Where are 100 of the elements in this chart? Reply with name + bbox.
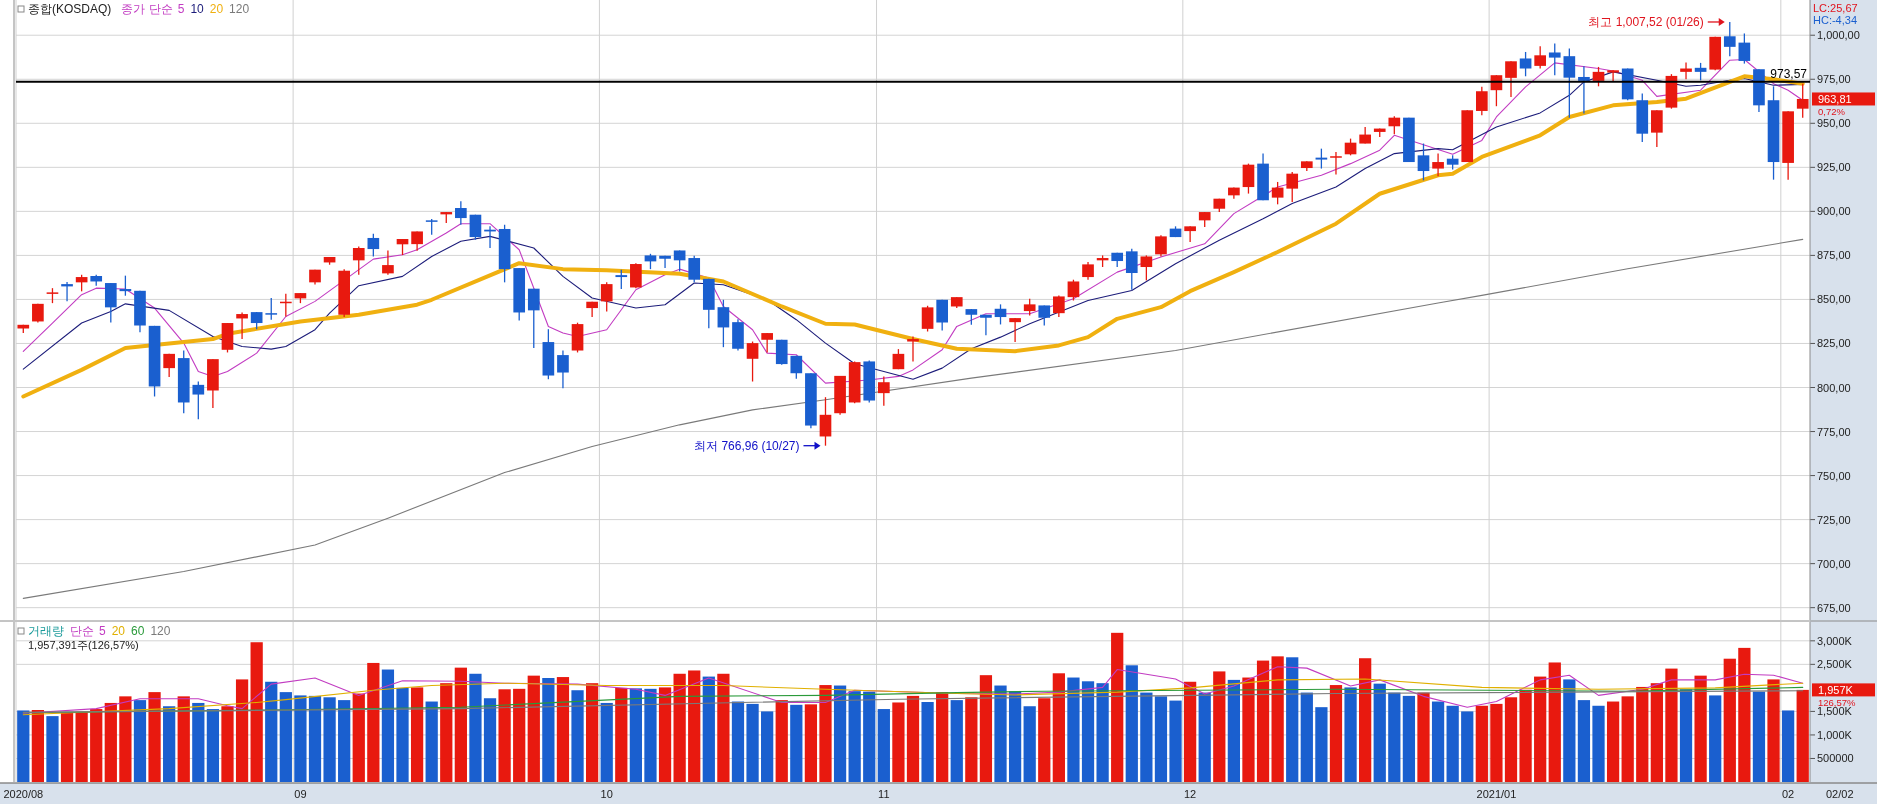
bar bbox=[177, 696, 190, 782]
text: 60 bbox=[131, 624, 145, 638]
bar bbox=[1752, 691, 1766, 782]
bar bbox=[1679, 689, 1693, 782]
y-tick-label: 500000 bbox=[1817, 752, 1854, 765]
bar bbox=[338, 700, 351, 782]
candlestick bbox=[994, 303, 1007, 326]
candlestick bbox=[1738, 32, 1751, 65]
candlestick bbox=[1286, 171, 1299, 203]
bar bbox=[1154, 696, 1168, 782]
candlestick bbox=[1534, 45, 1547, 70]
bar bbox=[1417, 692, 1430, 782]
y-tick-label: 3,000K bbox=[1817, 634, 1853, 647]
candlestick bbox=[746, 340, 759, 383]
bar bbox=[1548, 662, 1561, 782]
bar bbox=[1650, 683, 1663, 782]
bar bbox=[1621, 696, 1634, 782]
bar bbox=[1475, 705, 1488, 782]
bar bbox=[1446, 705, 1459, 782]
bar bbox=[717, 673, 730, 782]
bar bbox=[352, 693, 365, 782]
candlestick bbox=[1125, 248, 1138, 291]
candlestick bbox=[1242, 162, 1255, 195]
bar bbox=[1300, 692, 1313, 782]
bar bbox=[1373, 683, 1386, 782]
ref-line-label: 973,57 bbox=[1770, 66, 1808, 81]
bar bbox=[31, 710, 44, 782]
bar bbox=[1359, 658, 1372, 782]
candlestick bbox=[1155, 234, 1167, 258]
bar bbox=[250, 642, 263, 782]
bar bbox=[1388, 692, 1401, 782]
bar bbox=[1227, 679, 1240, 782]
candlestick bbox=[1271, 181, 1284, 205]
bar bbox=[1038, 698, 1051, 782]
bar bbox=[586, 683, 599, 782]
bar bbox=[1008, 691, 1022, 782]
bar bbox=[1519, 689, 1532, 782]
bar bbox=[1490, 703, 1503, 782]
candlestick bbox=[411, 230, 423, 252]
bar bbox=[1081, 681, 1095, 782]
candlestick bbox=[878, 375, 890, 407]
bar bbox=[513, 688, 526, 782]
bar bbox=[1329, 685, 1343, 782]
candlestick bbox=[921, 305, 934, 333]
bar bbox=[848, 691, 861, 782]
candlestick bbox=[1723, 21, 1736, 57]
bar bbox=[308, 695, 322, 782]
bar bbox=[1286, 657, 1299, 782]
bar bbox=[440, 683, 453, 782]
bar bbox=[469, 673, 482, 782]
bar bbox=[483, 698, 497, 782]
bar bbox=[790, 704, 803, 782]
bar bbox=[90, 709, 103, 782]
chart-title: 종합(KOSDAQ) bbox=[28, 2, 112, 16]
bar bbox=[60, 712, 74, 782]
bar bbox=[235, 679, 249, 782]
bar bbox=[192, 702, 205, 782]
text: 20 bbox=[209, 2, 224, 16]
y-tick-label: 1,000,00 bbox=[1817, 29, 1860, 42]
bar bbox=[1111, 632, 1124, 782]
bar bbox=[950, 700, 963, 782]
annotation: 최저 766,96 (10/27) bbox=[694, 438, 800, 453]
candlestick bbox=[1563, 47, 1576, 119]
candlestick bbox=[1519, 51, 1532, 77]
text: 5 bbox=[99, 624, 106, 638]
candlestick bbox=[352, 245, 365, 276]
y-tick-label: 950,00 bbox=[1817, 117, 1851, 130]
bar bbox=[163, 706, 176, 782]
y-tick-label: 900,00 bbox=[1817, 205, 1851, 218]
candlestick bbox=[527, 288, 540, 349]
bar bbox=[410, 687, 424, 782]
bar bbox=[833, 685, 847, 782]
text: 5 bbox=[177, 2, 185, 16]
text: HC:-4,34 bbox=[1813, 14, 1858, 26]
bar bbox=[556, 677, 570, 782]
candlestick bbox=[1038, 304, 1051, 327]
bar bbox=[1709, 695, 1722, 782]
candlestick bbox=[1578, 65, 1590, 115]
bar bbox=[1096, 683, 1109, 782]
legend-title: 종가 단순 bbox=[121, 2, 173, 16]
bar bbox=[1577, 700, 1591, 782]
bar bbox=[1461, 711, 1474, 782]
y-tick-label: 825,00 bbox=[1817, 337, 1851, 350]
candlestick bbox=[1548, 42, 1561, 76]
bar bbox=[1694, 675, 1707, 782]
bar bbox=[1023, 706, 1036, 782]
bar bbox=[1796, 689, 1809, 782]
candlestick bbox=[1505, 60, 1517, 98]
bar bbox=[965, 697, 978, 782]
candlestick bbox=[469, 214, 482, 241]
bar bbox=[629, 688, 642, 782]
y-tick-label: 700,00 bbox=[1817, 557, 1851, 570]
bar bbox=[1563, 679, 1576, 782]
bar bbox=[104, 702, 117, 782]
text: 10 bbox=[190, 2, 205, 16]
candlestick bbox=[1651, 109, 1663, 148]
candlestick bbox=[1009, 317, 1021, 343]
bar bbox=[746, 703, 759, 782]
bar bbox=[1184, 681, 1197, 782]
candlestick bbox=[557, 349, 569, 389]
